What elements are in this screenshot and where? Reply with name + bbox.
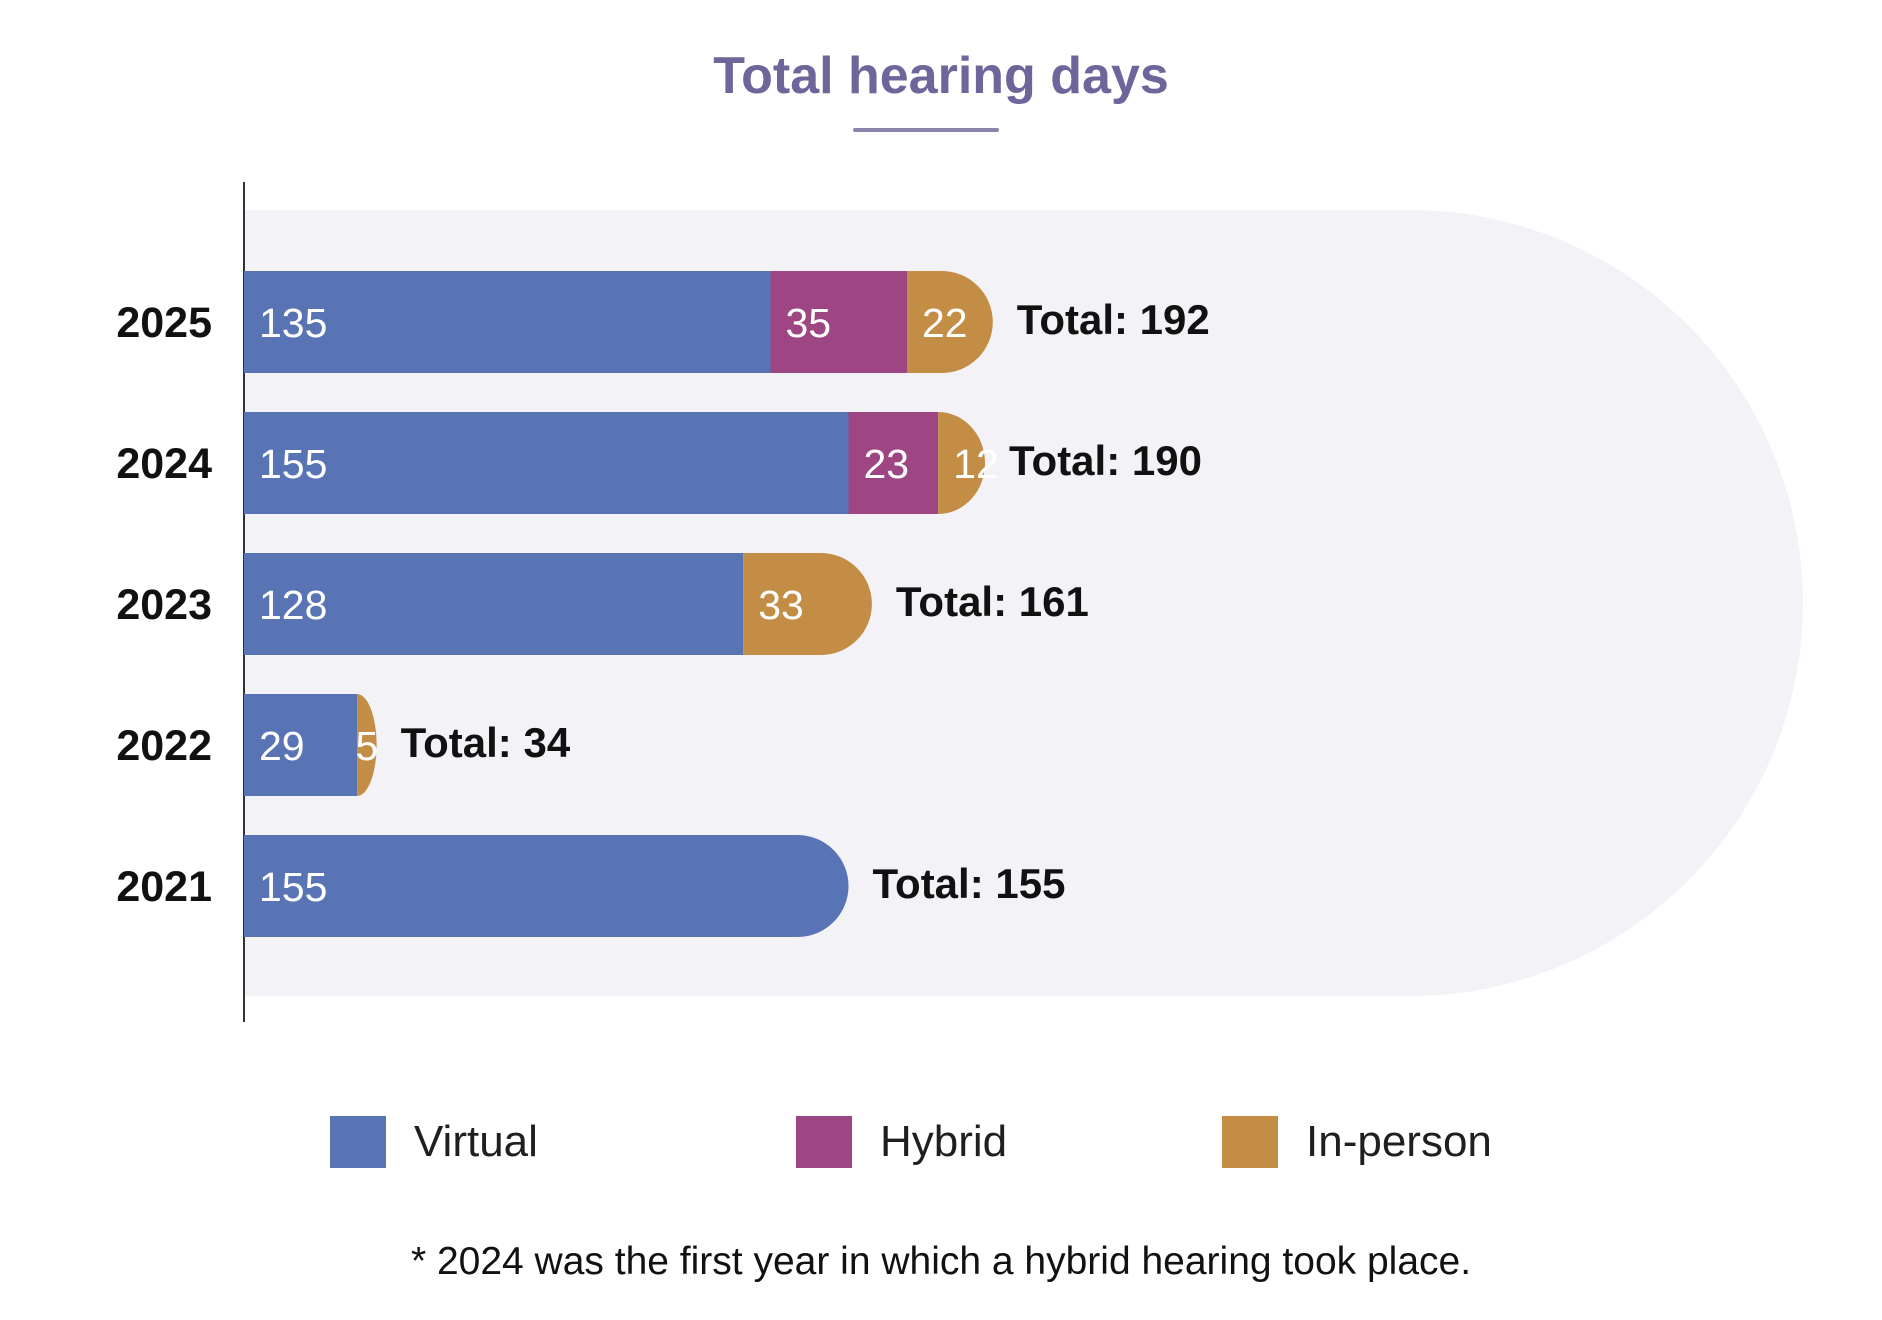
title-underline — [853, 128, 999, 132]
bar-in-person-2022 — [357, 694, 377, 796]
bar-in-person-2023 — [743, 553, 872, 655]
category-label-2025: 2025 — [116, 299, 212, 347]
bar-virtual-2023 — [244, 553, 744, 655]
bar-virtual-2025 — [244, 271, 771, 373]
legend-item-in-person: In-person — [1222, 1112, 1492, 1172]
bar-virtual-2022 — [244, 694, 358, 796]
value-label-hybrid-2025: 35 — [786, 300, 832, 346]
footnote: * 2024 was the first year in which a hyb… — [410, 1240, 1472, 1283]
bar-in-person-2024 — [938, 412, 985, 514]
legend-item-virtual: Virtual — [330, 1112, 538, 1172]
category-label-2024: 2024 — [116, 440, 212, 488]
chart-background-panel — [244, 210, 1803, 996]
legend-label-in-person: In-person — [1306, 1117, 1492, 1166]
bar-hybrid-2025 — [770, 271, 907, 373]
legend: Virtual Hybrid In-person — [0, 1112, 1882, 1172]
value-label-in-person-2024: 12 — [953, 441, 999, 487]
legend-swatch-in-person — [1222, 1116, 1278, 1168]
bar-in-person-2025 — [907, 271, 993, 373]
legend-swatch-virtual — [330, 1116, 386, 1168]
total-label-2024: Total: 190 — [1009, 437, 1202, 484]
legend-label-virtual: Virtual — [414, 1117, 538, 1166]
legend-item-hybrid: Hybrid — [796, 1112, 1007, 1172]
value-label-virtual-2023: 128 — [259, 582, 327, 628]
category-label-2021: 2021 — [116, 863, 212, 911]
chart-title: Total hearing days — [713, 47, 1169, 105]
legend-label-hybrid: Hybrid — [880, 1117, 1008, 1166]
bar-virtual-2024 — [244, 412, 849, 514]
value-label-virtual-2021: 155 — [259, 864, 327, 910]
bar-hybrid-2024 — [848, 412, 939, 514]
category-label-2023: 2023 — [116, 581, 212, 629]
value-label-in-person-2023: 33 — [758, 582, 804, 628]
value-label-virtual-2022: 29 — [259, 723, 305, 769]
total-label-2022: Total: 34 — [401, 719, 571, 766]
value-label-in-person-2025: 22 — [922, 300, 968, 346]
value-label-hybrid-2024: 23 — [864, 441, 910, 487]
total-label-2025: Total: 192 — [1017, 296, 1210, 343]
value-label-in-person-2022: 5 — [355, 723, 378, 769]
bar-virtual-2021 — [244, 835, 849, 937]
value-label-virtual-2025: 135 — [259, 300, 327, 346]
legend-swatch-hybrid — [796, 1116, 852, 1168]
value-label-virtual-2024: 155 — [259, 441, 327, 487]
total-label-2021: Total: 155 — [873, 860, 1066, 907]
category-label-2022: 2022 — [116, 722, 212, 770]
total-label-2023: Total: 161 — [896, 578, 1089, 625]
